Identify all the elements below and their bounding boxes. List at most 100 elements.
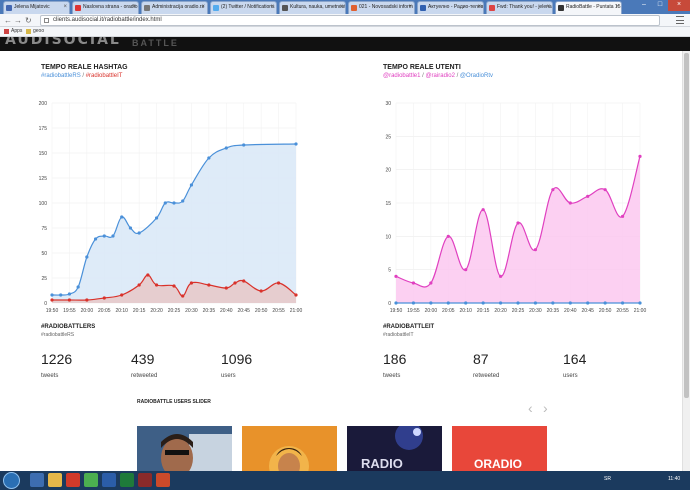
reload-icon[interactable]: ↻: [25, 16, 32, 25]
data-point: [59, 293, 63, 297]
bookmark-apps[interactable]: Apps: [4, 27, 22, 36]
stat-retweeted-label: retweeted: [131, 373, 158, 379]
tab-close-icon[interactable]: ×: [270, 4, 274, 10]
subtitle-part: #radiobattleRS: [41, 73, 81, 79]
scrollbar-thumb[interactable]: [684, 53, 689, 398]
subtitle-part: @radiobattle1: [383, 73, 421, 79]
back-icon[interactable]: ←: [4, 16, 12, 25]
tab-close-icon[interactable]: ×: [408, 4, 412, 10]
chrome-icon[interactable]: [84, 473, 98, 487]
app-icon[interactable]: [138, 473, 152, 487]
page-scrollbar[interactable]: [682, 51, 690, 471]
slide-caption: RADIO: [361, 456, 403, 471]
explorer-icon[interactable]: [48, 473, 62, 487]
url-text: clients.audisocial.it/radiobattle/index.…: [53, 17, 162, 23]
data-point: [603, 188, 607, 192]
tab-label: Fwd: Thank you! - jelena: [497, 4, 552, 10]
media-icon[interactable]: [66, 473, 80, 487]
slider-title: RADIOBATTLE USERS SLIDER: [137, 399, 211, 405]
series-area: [396, 156, 640, 303]
tab-favicon-icon: [420, 5, 426, 11]
start-button[interactable]: [3, 472, 20, 489]
data-point: [464, 268, 468, 272]
x-tick-label: 20:30: [185, 308, 198, 314]
y-tick-label: 0: [388, 301, 391, 307]
data-point: [568, 301, 572, 305]
close-window-button[interactable]: ×: [668, 0, 690, 11]
y-tick-label: 25: [385, 134, 391, 140]
data-point: [102, 234, 106, 238]
forward-icon[interactable]: →: [14, 16, 22, 25]
tab-close-icon[interactable]: ×: [339, 4, 343, 10]
data-point: [533, 248, 538, 252]
word-icon[interactable]: [102, 473, 116, 487]
slide-user-1[interactable]: [137, 426, 232, 471]
tab-close-icon[interactable]: ×: [615, 4, 619, 10]
excel-icon[interactable]: [120, 473, 134, 487]
slider-prev-button[interactable]: ‹: [528, 400, 533, 416]
x-tick-label: 19:50: [390, 308, 403, 314]
section-title-it: #RADIOBATTLEIT: [383, 324, 435, 330]
maximize-button[interactable]: □: [657, 1, 663, 8]
site-logo[interactable]: AUDISOCIAL: [5, 37, 121, 48]
data-point: [137, 283, 141, 287]
tab-close-icon[interactable]: ×: [132, 4, 136, 10]
browser-tab[interactable]: 021 - Novosadski inform ×: [348, 1, 415, 14]
data-point: [481, 301, 485, 305]
tab-label: Naslovna strana - oradio: [83, 4, 138, 10]
y-tick-label: 125: [39, 176, 48, 182]
data-point: [207, 156, 211, 160]
slide-caption: ORADIO: [474, 457, 522, 471]
section-sub-it: #radiobattleIT: [383, 332, 414, 338]
tab-close-icon[interactable]: ×: [546, 4, 550, 10]
clock[interactable]: 11:40: [668, 476, 681, 482]
data-point: [464, 301, 468, 305]
browser-tab[interactable]: Administracija oradio.rs ×: [141, 1, 208, 14]
app2-icon[interactable]: [156, 473, 170, 487]
address-bar[interactable]: clients.audisocial.it/radiobattle/index.…: [40, 15, 660, 26]
slide-user-2[interactable]: [242, 426, 337, 471]
browser-tab[interactable]: (2) Twitter / Notifications ×: [210, 1, 277, 14]
tab-favicon-icon: [351, 5, 357, 11]
stat-tweets-value: 186: [383, 351, 407, 367]
browser-tab[interactable]: Актуелно - Радио-телев ×: [417, 1, 484, 14]
y-tick-label: 30: [385, 101, 391, 107]
tab-close-icon[interactable]: ×: [63, 4, 67, 10]
menu-icon[interactable]: [676, 16, 684, 24]
x-tick-label: 20:00: [81, 308, 94, 314]
slide-user-3[interactable]: RADIO: [347, 426, 442, 471]
browser-tab[interactable]: Jelena Mijatovic ×: [3, 1, 70, 14]
browser-tab[interactable]: Kultura, nauka, umetnost ×: [279, 1, 346, 14]
data-point: [276, 281, 281, 285]
tab-favicon-icon: [489, 5, 495, 11]
y-tick-label: 200: [39, 101, 48, 107]
slide-user-4[interactable]: ORADIO: [452, 426, 547, 471]
bookmark-geoo[interactable]: geoo: [26, 27, 44, 36]
data-point: [224, 286, 228, 290]
browser-tab[interactable]: Naslovna strana - oradio ×: [72, 1, 139, 14]
x-tick-label: 20:05: [98, 308, 111, 314]
tab-close-icon[interactable]: ×: [477, 4, 481, 10]
data-point: [154, 283, 159, 287]
tab-favicon-icon: [75, 5, 81, 11]
ie-icon[interactable]: [30, 473, 44, 487]
data-point: [207, 283, 211, 287]
minimize-button[interactable]: –: [642, 1, 646, 8]
data-point: [294, 142, 298, 146]
data-point: [638, 301, 642, 305]
subtitle-part: #radiobattleIT: [85, 73, 123, 79]
data-point: [102, 296, 106, 300]
browser-tab[interactable]: RadioBattle - Puntata 15 ×: [555, 1, 622, 14]
data-point: [411, 281, 416, 285]
tab-label: Administracija oradio.rs: [152, 4, 204, 10]
subtitle-part: @rairadio2: [425, 73, 455, 79]
browser-toolbar: ← → ↻ clients.audisocial.it/radiobattle/…: [0, 14, 690, 27]
slider-next-button[interactable]: ›: [543, 400, 548, 416]
language-indicator[interactable]: SR: [604, 476, 611, 482]
data-point: [638, 154, 642, 158]
tab-favicon-icon: [558, 5, 564, 11]
tab-close-icon[interactable]: ×: [201, 4, 205, 10]
data-point: [224, 146, 228, 150]
x-tick-label: 20:10: [115, 308, 128, 314]
browser-tab[interactable]: Fwd: Thank you! - jelena ×: [486, 1, 553, 14]
